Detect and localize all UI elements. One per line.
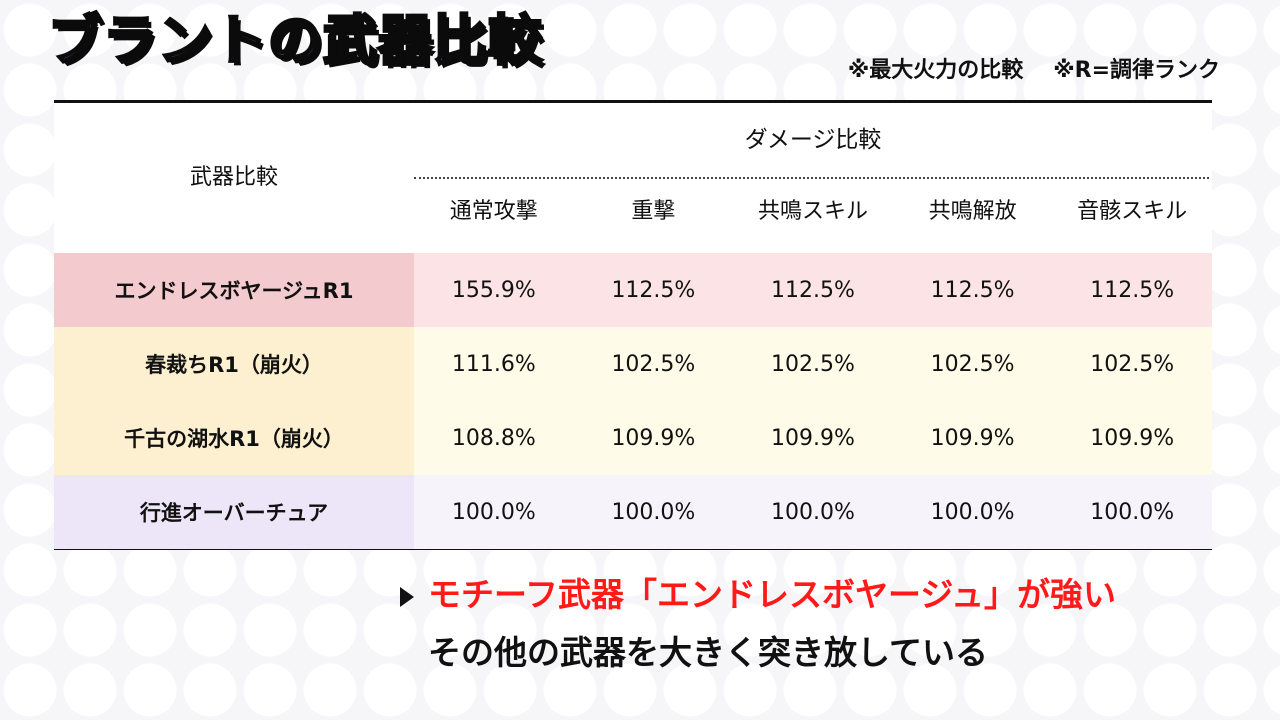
comparison-table: 武器比較 ダメージ比較 通常攻撃 重撃 共鳴スキル 共鳴解放 音骸スキル エンド… (54, 100, 1212, 550)
table-cell: 109.9% (771, 425, 855, 451)
header-divider (414, 177, 1209, 179)
table-cell: 111.6% (451, 351, 536, 377)
table-row: 行進オーバーチュア 100.0% 100.0% 100.0% 100.0% 10… (54, 475, 1212, 549)
table-cell: 100.0% (771, 499, 855, 525)
table-cell: 102.5% (1090, 351, 1175, 377)
row-header-label: 武器比較 (189, 165, 278, 190)
weapon-name: 行進オーバーチュア (54, 475, 414, 549)
table-cell: 100.0% (1090, 499, 1175, 525)
column-header: 音骸スキル (1077, 199, 1188, 224)
column-header: 通常攻撃 (449, 199, 538, 224)
table-cell: 112.5% (1090, 277, 1175, 303)
note-max-power: ※最大火力の比較 (847, 58, 1024, 83)
table-cell: 100.0% (611, 499, 696, 525)
table-cell: 112.5% (930, 277, 1015, 303)
weapon-name: エンドレスボヤージュR1 (54, 253, 414, 327)
table-row: 春裁ちR1（崩火） 111.6% 102.5% 102.5% 102.5% 10… (54, 327, 1212, 401)
table-row: エンドレスボヤージュR1 155.9% 112.5% 112.5% 112.5%… (54, 253, 1212, 327)
page-title: ブラントの武器比較 (47, 9, 544, 72)
note-rank: ※R=調律ランク (1053, 58, 1220, 83)
summary-highlight: モチーフ武器「エンドレスボヤージュ」が強い (428, 575, 1117, 614)
table-cell: 112.5% (771, 277, 855, 303)
table-cell: 108.8% (451, 425, 536, 451)
column-headers: 通常攻撃 重撃 共鳴スキル 共鳴解放 音骸スキル (414, 201, 1212, 223)
notes: ※最大火力の比較 ※R=調律ランク (848, 60, 1220, 82)
table-cell: 112.5% (611, 277, 696, 303)
column-header: 共鳴解放 (928, 199, 1017, 224)
weapon-name: 千古の湖水R1（崩火） (54, 401, 414, 475)
table-cell: 155.9% (451, 277, 536, 303)
weapon-name: 春裁ちR1（崩火） (54, 327, 414, 401)
table-cell: 109.9% (930, 425, 1015, 451)
table-cell: 100.0% (451, 499, 536, 525)
table-row: 千古の湖水R1（崩火） 108.8% 109.9% 109.9% 109.9% … (54, 401, 1212, 475)
table-cell: 102.5% (930, 351, 1015, 377)
table-cell: 109.9% (1090, 425, 1175, 451)
table-cell: 109.9% (611, 425, 696, 451)
table-cell: 102.5% (771, 351, 855, 377)
column-header: 共鳴スキル (757, 199, 868, 224)
column-header: 重撃 (631, 199, 676, 224)
triangle-bullet-icon (400, 587, 414, 607)
table-cell: 102.5% (611, 351, 696, 377)
table-cell: 100.0% (930, 499, 1015, 525)
summary-detail: その他の武器を大きく突き放している (428, 633, 989, 672)
damage-group-header: ダメージ比較 (744, 127, 882, 153)
